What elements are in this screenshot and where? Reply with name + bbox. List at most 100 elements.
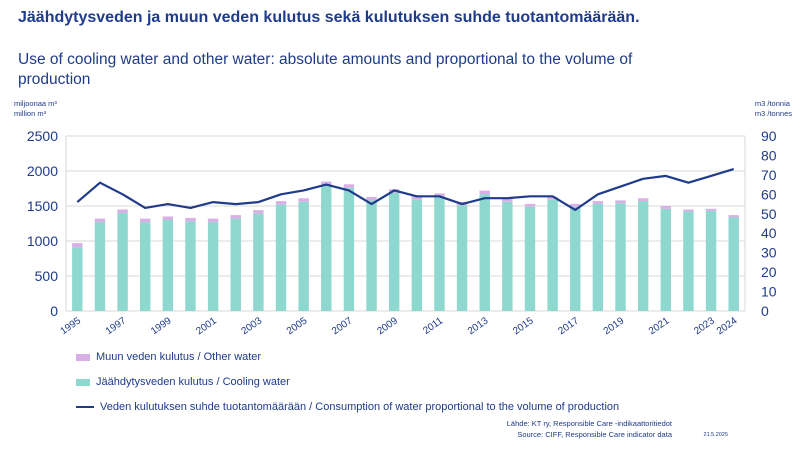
bar-cooling-water (615, 203, 626, 311)
legend-label-other-water: Muun veden kulutus / Other water (96, 351, 262, 363)
bar-cooling-water (162, 220, 174, 311)
x-axis-tick-label: 2024 (715, 315, 740, 337)
bar-cooling-water (547, 199, 558, 311)
bar-other-water (117, 209, 128, 213)
x-axis-tick-label: 2005 (285, 315, 310, 337)
bar-other-water (728, 215, 739, 218)
source-note: Lähde: KT ry, Responsible Care -indikaat… (507, 418, 672, 440)
bar-other-water (660, 206, 671, 209)
bar-other-water (140, 218, 151, 223)
bar-cooling-water (456, 205, 468, 311)
bar-other-water (615, 200, 626, 204)
bar-other-water (434, 193, 445, 197)
bar-other-water (637, 198, 649, 202)
bar-cooling-water (343, 187, 355, 311)
bar-other-water (524, 203, 536, 207)
bar-cooling-water (637, 201, 649, 311)
bar-other-water (411, 196, 423, 200)
left-axis-tick-label: 500 (35, 268, 59, 284)
bar-cooling-water (502, 201, 513, 311)
right-axis-tick-label: 40 (761, 225, 777, 241)
bar-other-water (366, 196, 377, 201)
bar-other-water (570, 203, 581, 207)
bar-other-water (705, 208, 717, 211)
x-axis-tick-label: 1995 (59, 315, 84, 337)
bar-other-water (230, 215, 241, 219)
right-axis-unit-fi: m3 /tonnia (754, 99, 790, 108)
x-axis-tick-label: 2019 (602, 315, 627, 337)
bar-other-water (253, 210, 264, 214)
right-axis-tick-label: 90 (761, 128, 777, 144)
right-axis-tick-label: 80 (761, 147, 777, 163)
bar-other-water (207, 218, 219, 223)
bar-cooling-water (275, 204, 287, 311)
bar-cooling-water (683, 211, 694, 311)
left-axis-unit-fi: miljoonaa m³ (14, 99, 57, 108)
x-axis-tick-label: 2009 (375, 315, 400, 337)
bar-cooling-water (434, 196, 445, 311)
right-axis-tick-label: 0 (761, 303, 769, 319)
legend-swatch-other-water (76, 353, 90, 361)
right-axis-tick-label: 60 (761, 186, 777, 202)
x-axis-tick-label: 2023 (692, 315, 717, 337)
bar-cooling-water (479, 194, 490, 311)
legend-label-ratio: Veden kulutuksen suhde tuotantomäärään /… (100, 401, 620, 413)
x-axis-tick-label: 2003 (240, 315, 265, 337)
bar-cooling-water (660, 208, 671, 311)
right-axis-tick-label: 70 (761, 167, 777, 183)
bar-cooling-water (185, 221, 196, 311)
legend-swatch-cooling-water (76, 378, 90, 386)
bar-cooling-water (728, 217, 739, 311)
left-axis-tick-label: 1500 (27, 198, 58, 214)
series-line-ratio (76, 168, 735, 211)
date-note: 21.5.2025 (703, 432, 728, 438)
x-axis-tick-label: 2011 (421, 315, 445, 337)
left-axis-unit-en: million m³ (14, 109, 47, 118)
bar-other-water (479, 190, 490, 195)
left-axis-tick-label: 0 (50, 303, 58, 319)
x-axis-tick-label: 2007 (330, 315, 355, 337)
bar-other-water (162, 216, 174, 220)
bar-cooling-water (366, 200, 377, 311)
bar-other-water (298, 198, 309, 202)
right-axis-unit: m3 /tonnia m3 /tonnes (755, 99, 792, 119)
bar-other-water (343, 184, 355, 188)
legend-swatch-ratio (76, 406, 94, 408)
x-axis-tick-label: 1997 (104, 315, 129, 337)
source-line-en: Source: CIFF, Responsible Care indicator… (517, 430, 672, 439)
right-axis-tick-label: 30 (761, 245, 777, 261)
bar-cooling-water (570, 206, 581, 311)
x-axis-tick-label: 1999 (149, 315, 174, 337)
bar-other-water (275, 201, 287, 205)
bar-cooling-water (705, 210, 717, 311)
bar-cooling-water (94, 222, 106, 311)
x-axis-tick-label: 2015 (511, 315, 536, 337)
source-line-fi: Lähde: KT ry, Responsible Care -indikaat… (506, 419, 672, 428)
right-axis-tick-label: 50 (761, 206, 777, 222)
bar-other-water (502, 198, 513, 202)
bar-other-water (185, 217, 196, 222)
bar-cooling-water (592, 203, 604, 311)
bar-cooling-water (72, 247, 83, 311)
bar-other-water (321, 181, 332, 185)
legend-other-water: Muun veden kulutus / Other water (76, 351, 261, 363)
bar-other-water (72, 243, 83, 248)
x-axis-tick-label: 2017 (556, 315, 581, 337)
left-axis-tick-label: 2000 (27, 163, 58, 179)
bar-cooling-water (321, 185, 332, 311)
legend-ratio: Veden kulutuksen suhde tuotantomäärään /… (76, 401, 619, 413)
left-axis-tick-label: 1000 (27, 233, 58, 249)
left-axis-unit: miljoonaa m³ million m³ (14, 99, 57, 119)
left-axis-tick-label: 2500 (27, 128, 58, 144)
right-axis-unit-en: m3 /tonnes (754, 109, 792, 118)
bar-cooling-water (388, 192, 400, 311)
bar-cooling-water (298, 201, 309, 311)
right-axis-tick-label: 20 (761, 264, 777, 280)
bar-cooling-water (117, 213, 128, 311)
x-axis-tick-label: 2013 (466, 315, 491, 337)
bar-cooling-water (524, 206, 536, 311)
bar-cooling-water (140, 222, 151, 311)
right-axis-tick-label: 10 (761, 284, 777, 300)
bar-cooling-water (230, 218, 241, 311)
